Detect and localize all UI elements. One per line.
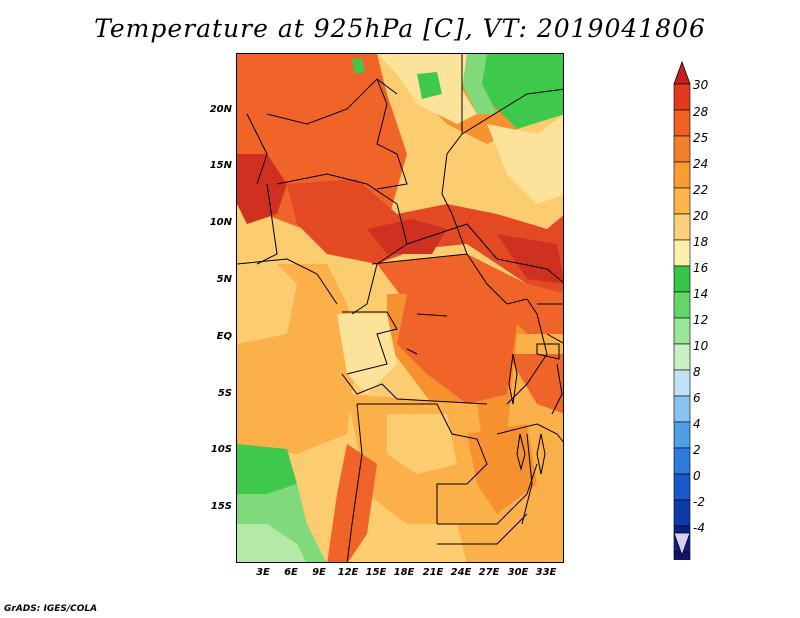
lat-tick: EQ (192, 331, 232, 342)
lon-tick: 18E (389, 567, 419, 578)
colorbar-cell (674, 188, 690, 214)
colorbar-label: 25 (693, 131, 708, 145)
colorbar (672, 60, 692, 560)
colorbar-cell (674, 292, 690, 318)
lat-tick: 20N (192, 104, 232, 115)
lat-tick: 15S (192, 501, 232, 512)
colorbar-cell (674, 474, 690, 500)
colorbar-label: -4 (693, 521, 705, 535)
colorbar-cell (674, 84, 690, 110)
colorbar-cell (674, 448, 690, 474)
colorbar-label: 10 (693, 339, 708, 353)
lat-tick: 5S (192, 388, 232, 399)
chart-title: Temperature at 925hPa [C], VT: 201904180… (0, 14, 800, 43)
lon-tick: 21E (418, 567, 448, 578)
lon-tick: 15E (361, 567, 391, 578)
colorbar-label: 28 (693, 105, 708, 119)
colorbar-label: 20 (693, 209, 708, 223)
colorbar-cell (674, 370, 690, 396)
colorbar-label: 16 (693, 261, 708, 275)
temperature-map (236, 53, 564, 563)
lon-tick: 30E (503, 567, 533, 578)
lat-tick: 10S (192, 444, 232, 455)
colorbar-label: 14 (693, 287, 708, 301)
colorbar-cell (674, 240, 690, 266)
lon-tick: 33E (531, 567, 561, 578)
colorbar-label: 18 (693, 235, 708, 249)
colorbar-label: 2 (693, 443, 701, 457)
lat-tick: 10N (192, 217, 232, 228)
colorbar-cell (674, 422, 690, 448)
colorbar-cell (674, 500, 690, 526)
colorbar-cell (674, 344, 690, 370)
colorbar-cell (674, 266, 690, 292)
colorbar-label: 24 (693, 157, 708, 171)
colorbar-cell (674, 136, 690, 162)
colorbar-cells (674, 84, 690, 560)
lon-tick: 12E (333, 567, 363, 578)
colorbar-label: -2 (693, 495, 705, 509)
colorbar-cell (674, 110, 690, 136)
credit-text: GrADS: IGES/COLA (4, 604, 97, 614)
colorbar-label: 0 (693, 469, 701, 483)
lon-tick: 6E (276, 567, 306, 578)
colorbar-label: 22 (693, 183, 708, 197)
colorbar-cell (674, 214, 690, 240)
lon-tick: 3E (248, 567, 278, 578)
colorbar-label: 8 (693, 365, 701, 379)
colorbar-cell (674, 162, 690, 188)
colorbar-label: 12 (693, 313, 708, 327)
lon-tick: 27E (474, 567, 504, 578)
colorbar-top-cap (674, 62, 690, 84)
lat-tick: 5N (192, 274, 232, 285)
lon-tick: 9E (304, 567, 334, 578)
colorbar-label: 6 (693, 391, 701, 405)
colorbar-cell (674, 396, 690, 422)
colorbar-label: 30 (693, 78, 708, 92)
map-svg (237, 54, 564, 563)
colorbar-label: 4 (693, 417, 701, 431)
lat-tick: 15N (192, 160, 232, 171)
lon-tick: 24E (446, 567, 476, 578)
colorbar-cell (674, 318, 690, 344)
